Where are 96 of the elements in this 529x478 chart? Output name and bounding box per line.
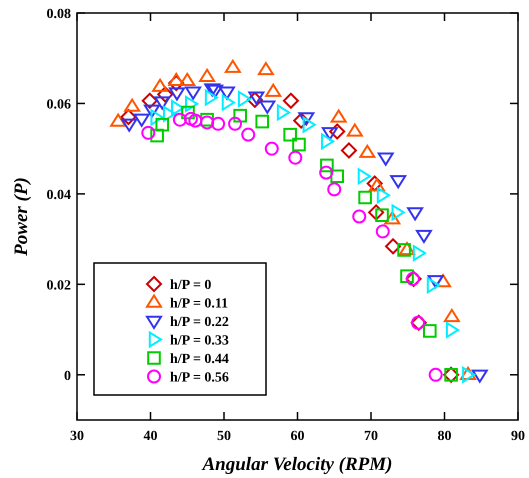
point xyxy=(246,92,263,108)
y-tick-label: 0.02 xyxy=(46,278,71,294)
legend-label: h/P = 0.44 xyxy=(170,352,229,367)
point xyxy=(320,158,334,172)
point xyxy=(330,169,344,184)
legend-label: h/P = 0.56 xyxy=(170,370,229,386)
point xyxy=(211,116,226,131)
point xyxy=(168,72,184,86)
point xyxy=(426,277,440,294)
x-axis-title: Angular Velocity (RPM) xyxy=(201,454,393,475)
point xyxy=(368,204,384,220)
point xyxy=(200,115,214,130)
legend-label: h/P = 0.33 xyxy=(170,334,229,348)
x-tick-label: 60 xyxy=(290,429,304,444)
point xyxy=(392,204,405,220)
point xyxy=(329,123,346,140)
point xyxy=(172,112,187,127)
point xyxy=(375,208,389,222)
point xyxy=(188,114,202,128)
point xyxy=(255,114,270,128)
point xyxy=(346,123,363,137)
point xyxy=(385,238,402,254)
x-tick-label: 50 xyxy=(217,429,231,444)
point xyxy=(171,100,184,116)
point xyxy=(327,182,342,196)
point xyxy=(400,269,414,283)
point xyxy=(233,108,247,122)
point xyxy=(399,242,416,256)
point xyxy=(435,274,452,288)
point xyxy=(358,190,372,204)
y-tick-label: 0 xyxy=(64,368,71,384)
point xyxy=(423,324,437,338)
point xyxy=(428,368,443,382)
x-tick-label: 90 xyxy=(511,429,525,444)
point xyxy=(120,109,136,126)
x-tick-label: 80 xyxy=(438,429,452,444)
point xyxy=(110,114,126,127)
point xyxy=(444,308,460,322)
point xyxy=(150,128,164,142)
point xyxy=(397,243,411,257)
y-axis-title: Power (P) xyxy=(11,177,32,257)
point xyxy=(224,60,241,73)
point xyxy=(228,116,242,131)
point xyxy=(352,210,366,224)
point xyxy=(462,366,476,383)
point xyxy=(124,98,140,112)
point xyxy=(283,128,297,142)
point xyxy=(200,112,214,127)
point xyxy=(181,106,195,120)
point xyxy=(142,92,158,109)
legend-label: h/P = 0.11 xyxy=(170,296,228,312)
point xyxy=(238,90,252,107)
y-tick-label: 0.08 xyxy=(46,7,71,22)
x-tick-label: 30 xyxy=(70,429,84,444)
point xyxy=(320,133,334,150)
point xyxy=(184,96,198,112)
point xyxy=(141,126,156,140)
point xyxy=(265,84,282,97)
point xyxy=(155,118,170,132)
point xyxy=(292,138,306,152)
point xyxy=(358,168,371,184)
point xyxy=(376,187,390,204)
point xyxy=(359,144,376,158)
legend-label: h/P = 0.22 xyxy=(170,315,229,330)
point xyxy=(368,178,385,192)
point xyxy=(302,116,316,133)
point xyxy=(376,224,390,238)
point xyxy=(293,112,310,129)
point xyxy=(264,142,279,156)
y-tick-label: 0.04 xyxy=(46,188,71,203)
point xyxy=(276,104,290,120)
point xyxy=(282,92,299,109)
point xyxy=(152,78,168,92)
x-tick-label: 70 xyxy=(364,429,378,444)
point xyxy=(199,68,216,82)
point xyxy=(157,86,174,102)
point xyxy=(384,211,400,224)
point xyxy=(222,94,235,111)
legend-label: h/P = 0 xyxy=(170,278,212,293)
point xyxy=(258,62,274,76)
point xyxy=(288,150,302,165)
point xyxy=(241,128,256,142)
y-tick-label: 0.06 xyxy=(46,97,71,112)
point xyxy=(179,72,196,86)
point xyxy=(150,109,164,126)
point xyxy=(366,175,383,192)
point xyxy=(446,322,460,338)
x-tick-label: 40 xyxy=(144,429,158,444)
point xyxy=(412,245,426,262)
point xyxy=(162,106,176,122)
point xyxy=(204,90,218,106)
point xyxy=(330,109,347,123)
point xyxy=(184,112,198,126)
point xyxy=(319,166,334,180)
point xyxy=(340,142,357,158)
point xyxy=(460,366,476,380)
